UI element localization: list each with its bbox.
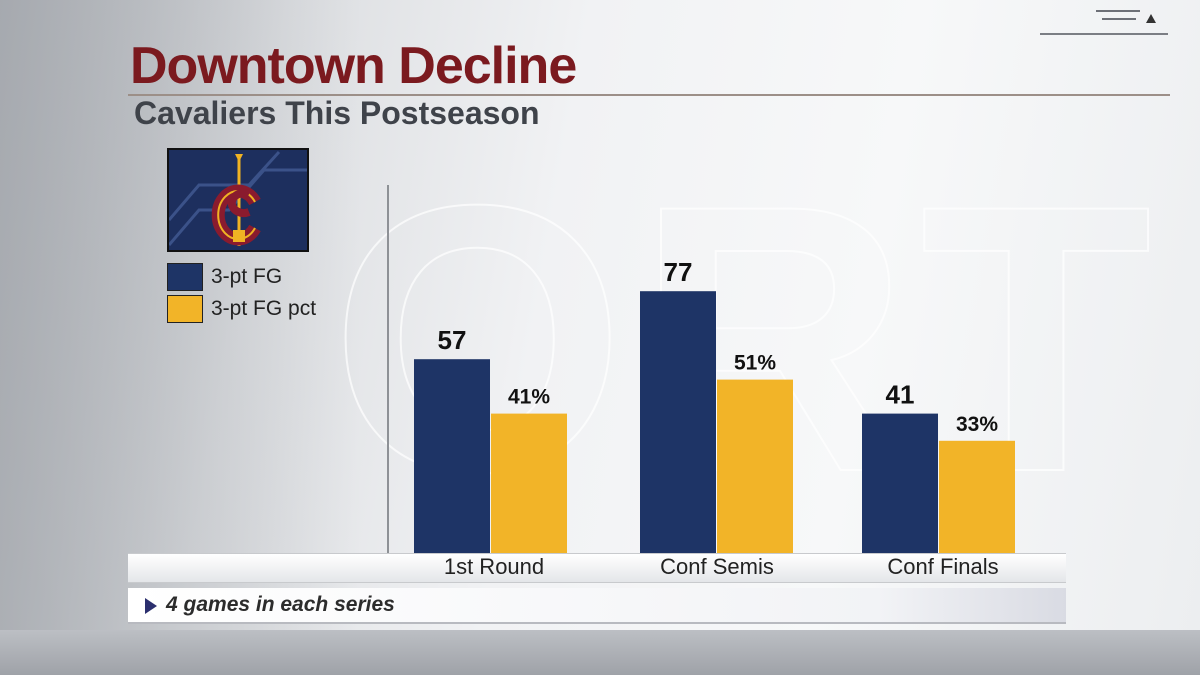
legend-swatch-gold bbox=[167, 295, 203, 323]
footnote-band bbox=[128, 588, 1066, 624]
top-divider bbox=[1040, 33, 1168, 35]
x-tick-label: Conf Finals bbox=[887, 554, 999, 579]
legend-swatch-navy bbox=[167, 263, 203, 291]
chart-title: Downtown Decline bbox=[130, 37, 577, 95]
bar-three-pt-fg-pct bbox=[939, 440, 1015, 553]
x-axis-band bbox=[128, 553, 1066, 583]
data-label: 33% bbox=[956, 413, 998, 436]
title-divider bbox=[128, 94, 1170, 96]
data-label: 41 bbox=[886, 380, 915, 410]
play-triangle-icon bbox=[145, 598, 157, 614]
x-tick-label: Conf Semis bbox=[660, 554, 774, 579]
legend-label: 3-pt FG pct bbox=[211, 297, 317, 320]
bar-three-pt-fg-pct bbox=[491, 413, 567, 553]
legend-label: 3-pt FG bbox=[211, 265, 283, 288]
x-tick-label: 1st Round bbox=[443, 554, 545, 579]
legend-item: 3-pt FG pct bbox=[167, 294, 316, 324]
team-logo bbox=[167, 148, 309, 252]
data-label: 41% bbox=[508, 386, 550, 409]
bar-three-pt-fg bbox=[414, 359, 490, 553]
data-label: 51% bbox=[734, 352, 776, 375]
legend-item: 3-pt FG bbox=[167, 262, 316, 292]
footnote-text: 4 games in each series bbox=[166, 593, 395, 616]
data-label: 57 bbox=[438, 325, 467, 355]
bar-three-pt-fg bbox=[640, 291, 716, 553]
bottom-band bbox=[0, 630, 1200, 675]
cavaliers-logo-icon bbox=[169, 150, 307, 246]
chart-subtitle: Cavaliers This Postseason bbox=[134, 95, 540, 131]
chart-legend: 3-pt FG 3-pt FG pct bbox=[167, 262, 316, 326]
menu-lines-icon[interactable] bbox=[1096, 10, 1140, 26]
bar-three-pt-fg bbox=[862, 413, 938, 553]
up-arrow-icon[interactable] bbox=[1146, 14, 1156, 23]
data-label: 77 bbox=[664, 257, 693, 287]
bar-three-pt-fg-pct bbox=[717, 379, 793, 553]
